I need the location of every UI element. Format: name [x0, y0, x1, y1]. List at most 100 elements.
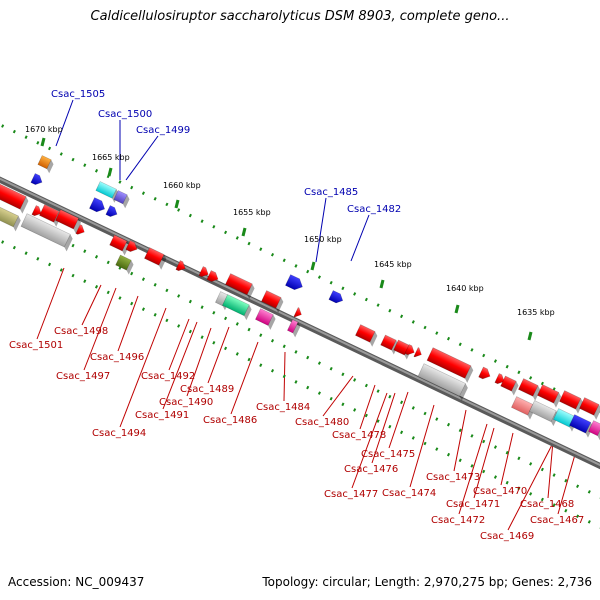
gene-label-bottom: Csac_1489 [180, 384, 234, 395]
gene-block-body [559, 390, 582, 410]
gene-cyan-body [95, 181, 117, 199]
leader-line-bottom [186, 327, 212, 397]
gene-block-side [268, 314, 276, 330]
major-tick-5 [310, 261, 316, 271]
gene-block-side [292, 322, 301, 338]
gene-arrow [125, 240, 138, 252]
gene-block-body [255, 308, 274, 326]
gene-block-body [500, 375, 517, 392]
leader-line-bottom [168, 318, 190, 371]
gene-block-side [13, 216, 21, 232]
gene-block-side [532, 385, 541, 401]
gene-block-body [225, 273, 253, 296]
gene-block-side [575, 398, 584, 414]
gene-label-bottom: Csac_1467 [530, 515, 584, 526]
gene-block [287, 319, 301, 338]
gene-block-body [39, 204, 60, 223]
gene-block [255, 308, 276, 330]
accession-text: Accession: NC_009437 [8, 575, 145, 589]
gene-block-side [553, 392, 562, 408]
major-tick-7 [454, 304, 460, 314]
gene-block-body [355, 324, 376, 343]
gene-block-side [244, 304, 252, 321]
leader-line-bottom [409, 404, 435, 488]
gene-block [579, 397, 600, 420]
leader-line-bottom [119, 307, 167, 428]
gene-arrow-body [75, 224, 85, 235]
gene-arrow [293, 307, 302, 318]
gene-block-side [511, 381, 519, 396]
gene-blue-body [30, 173, 43, 185]
leader-line-bottom [458, 423, 488, 515]
gene-blue-body [105, 205, 118, 217]
gene-arrow [75, 224, 85, 235]
gene-block-body [55, 209, 80, 230]
gene-block [518, 378, 541, 401]
genome-backbone-highlight [0, 177, 600, 467]
gene-block-body [20, 213, 71, 248]
gene-arrow-body [31, 205, 42, 217]
gene-purple-body [113, 190, 128, 205]
scale-tick-label: 1640 kbp [446, 284, 484, 293]
gene-label-top: Csac_1482 [347, 204, 401, 215]
gene-label-bottom: Csac_1468 [520, 499, 574, 510]
leader-line-bottom [500, 432, 514, 486]
gene-blue [105, 205, 118, 217]
gene-cyan-side [112, 189, 119, 203]
gene-block-body [287, 319, 299, 334]
gene-arrow-body [478, 366, 491, 380]
gene-block-side [247, 283, 255, 300]
gene-label-bottom: Csac_1472 [431, 515, 485, 526]
gene-blue-body [285, 274, 303, 291]
gene-block-body [222, 294, 250, 317]
gene-block-side [20, 196, 29, 214]
gene-label-top: Csac_1485 [304, 187, 358, 198]
leader-line-bottom [359, 384, 376, 430]
gene-arrow-body [175, 260, 186, 272]
major-tick-6 [379, 279, 385, 289]
gene-block-side [126, 260, 134, 275]
gene-purple-side [122, 194, 130, 209]
gene-block [225, 273, 255, 300]
gene-label-bottom: Csac_1491 [135, 410, 189, 421]
scale-tick-label: 1650 kbp [304, 235, 342, 244]
leader-line-bottom [388, 391, 409, 449]
gene-block [115, 254, 134, 275]
gene-label-bottom: Csac_1470 [473, 486, 527, 497]
gene-label-bottom: Csac_1492 [141, 371, 195, 382]
gene-arrow [478, 366, 491, 380]
gene-block-body [109, 234, 128, 252]
gene-block [559, 390, 584, 414]
leader-line-bottom [351, 392, 388, 489]
gene-block [500, 375, 519, 396]
gene-block [355, 324, 378, 347]
gene-arrow-body [125, 240, 138, 252]
gene-label-bottom: Csac_1475 [361, 449, 415, 460]
leader-line-bottom [547, 440, 554, 499]
gene-block [222, 294, 252, 321]
gene-block [109, 234, 130, 256]
scale-tick-label: 1655 kbp [233, 208, 271, 217]
gene-block-side [275, 297, 284, 313]
gene-arrow [31, 205, 42, 217]
major-tick-2 [107, 167, 113, 177]
leader-line-bottom [81, 284, 102, 326]
gene-block-side [73, 218, 81, 234]
scale-tick-label: 1670 kbp [25, 125, 63, 134]
major-tick-1 [40, 137, 46, 147]
major-tick-8 [527, 331, 533, 341]
gene-block-body [0, 183, 27, 210]
major-tick-4 [241, 227, 247, 237]
gene-label-bottom: Csac_1478 [332, 430, 386, 441]
gene-label-bottom: Csac_1469 [480, 531, 534, 542]
gene-block-side [158, 254, 167, 270]
gene-block-side [593, 404, 600, 420]
gene-block-body [144, 247, 165, 266]
gene-block-body [529, 400, 557, 423]
gene-block [20, 213, 73, 252]
gene-orange [37, 155, 54, 174]
gene-label-bottom: Csac_1494 [92, 428, 146, 439]
leader-line-bottom [371, 392, 396, 464]
gene-block [537, 384, 562, 408]
gene-block-body [569, 414, 592, 434]
